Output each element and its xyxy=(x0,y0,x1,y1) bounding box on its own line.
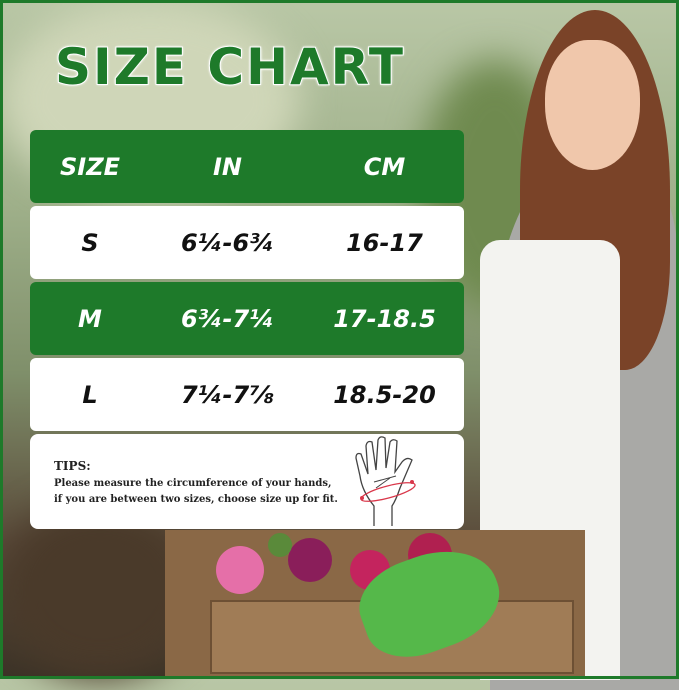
page-title: SIZE CHART xyxy=(54,37,406,97)
cell-in: 6¼-6¾ xyxy=(180,228,275,257)
header-in: IN xyxy=(212,152,242,181)
tips-title: TIPS: xyxy=(54,459,91,473)
table-header: SIZE IN CM xyxy=(30,130,464,203)
cell-size: M xyxy=(78,304,102,333)
tips-box: TIPS: Please measure the circumference o… xyxy=(30,434,464,529)
hand-measure-icon xyxy=(355,436,416,526)
woman-face xyxy=(545,40,640,170)
cell-size: L xyxy=(82,380,98,409)
table-row: L 7¼-7⅞ 18.5-20 xyxy=(30,358,464,431)
table-row: M 6¾-7¼ 17-18.5 xyxy=(30,282,464,355)
cell-in: 6¾-7¼ xyxy=(180,304,275,333)
header-cm: CM xyxy=(363,152,406,181)
cell-size: S xyxy=(81,228,99,257)
table-row: S 6¼-6¾ 16-17 xyxy=(30,206,464,279)
size-table: SIZE IN CM S 6¼-6¾ 16-17 M 6¾-7¼ 17-18.5… xyxy=(30,130,464,434)
cell-cm: 18.5-20 xyxy=(333,380,436,409)
cell-in: 7¼-7⅞ xyxy=(180,380,275,409)
tips-line-2: if you are between two sizes, choose siz… xyxy=(54,494,338,505)
header-size: SIZE xyxy=(59,152,120,181)
cell-cm: 17-18.5 xyxy=(333,304,436,333)
tips-line-1: Please measure the circumference of your… xyxy=(54,478,332,489)
tips-text: Please measure the circumference of your… xyxy=(54,476,374,508)
cell-cm: 16-17 xyxy=(346,228,423,257)
